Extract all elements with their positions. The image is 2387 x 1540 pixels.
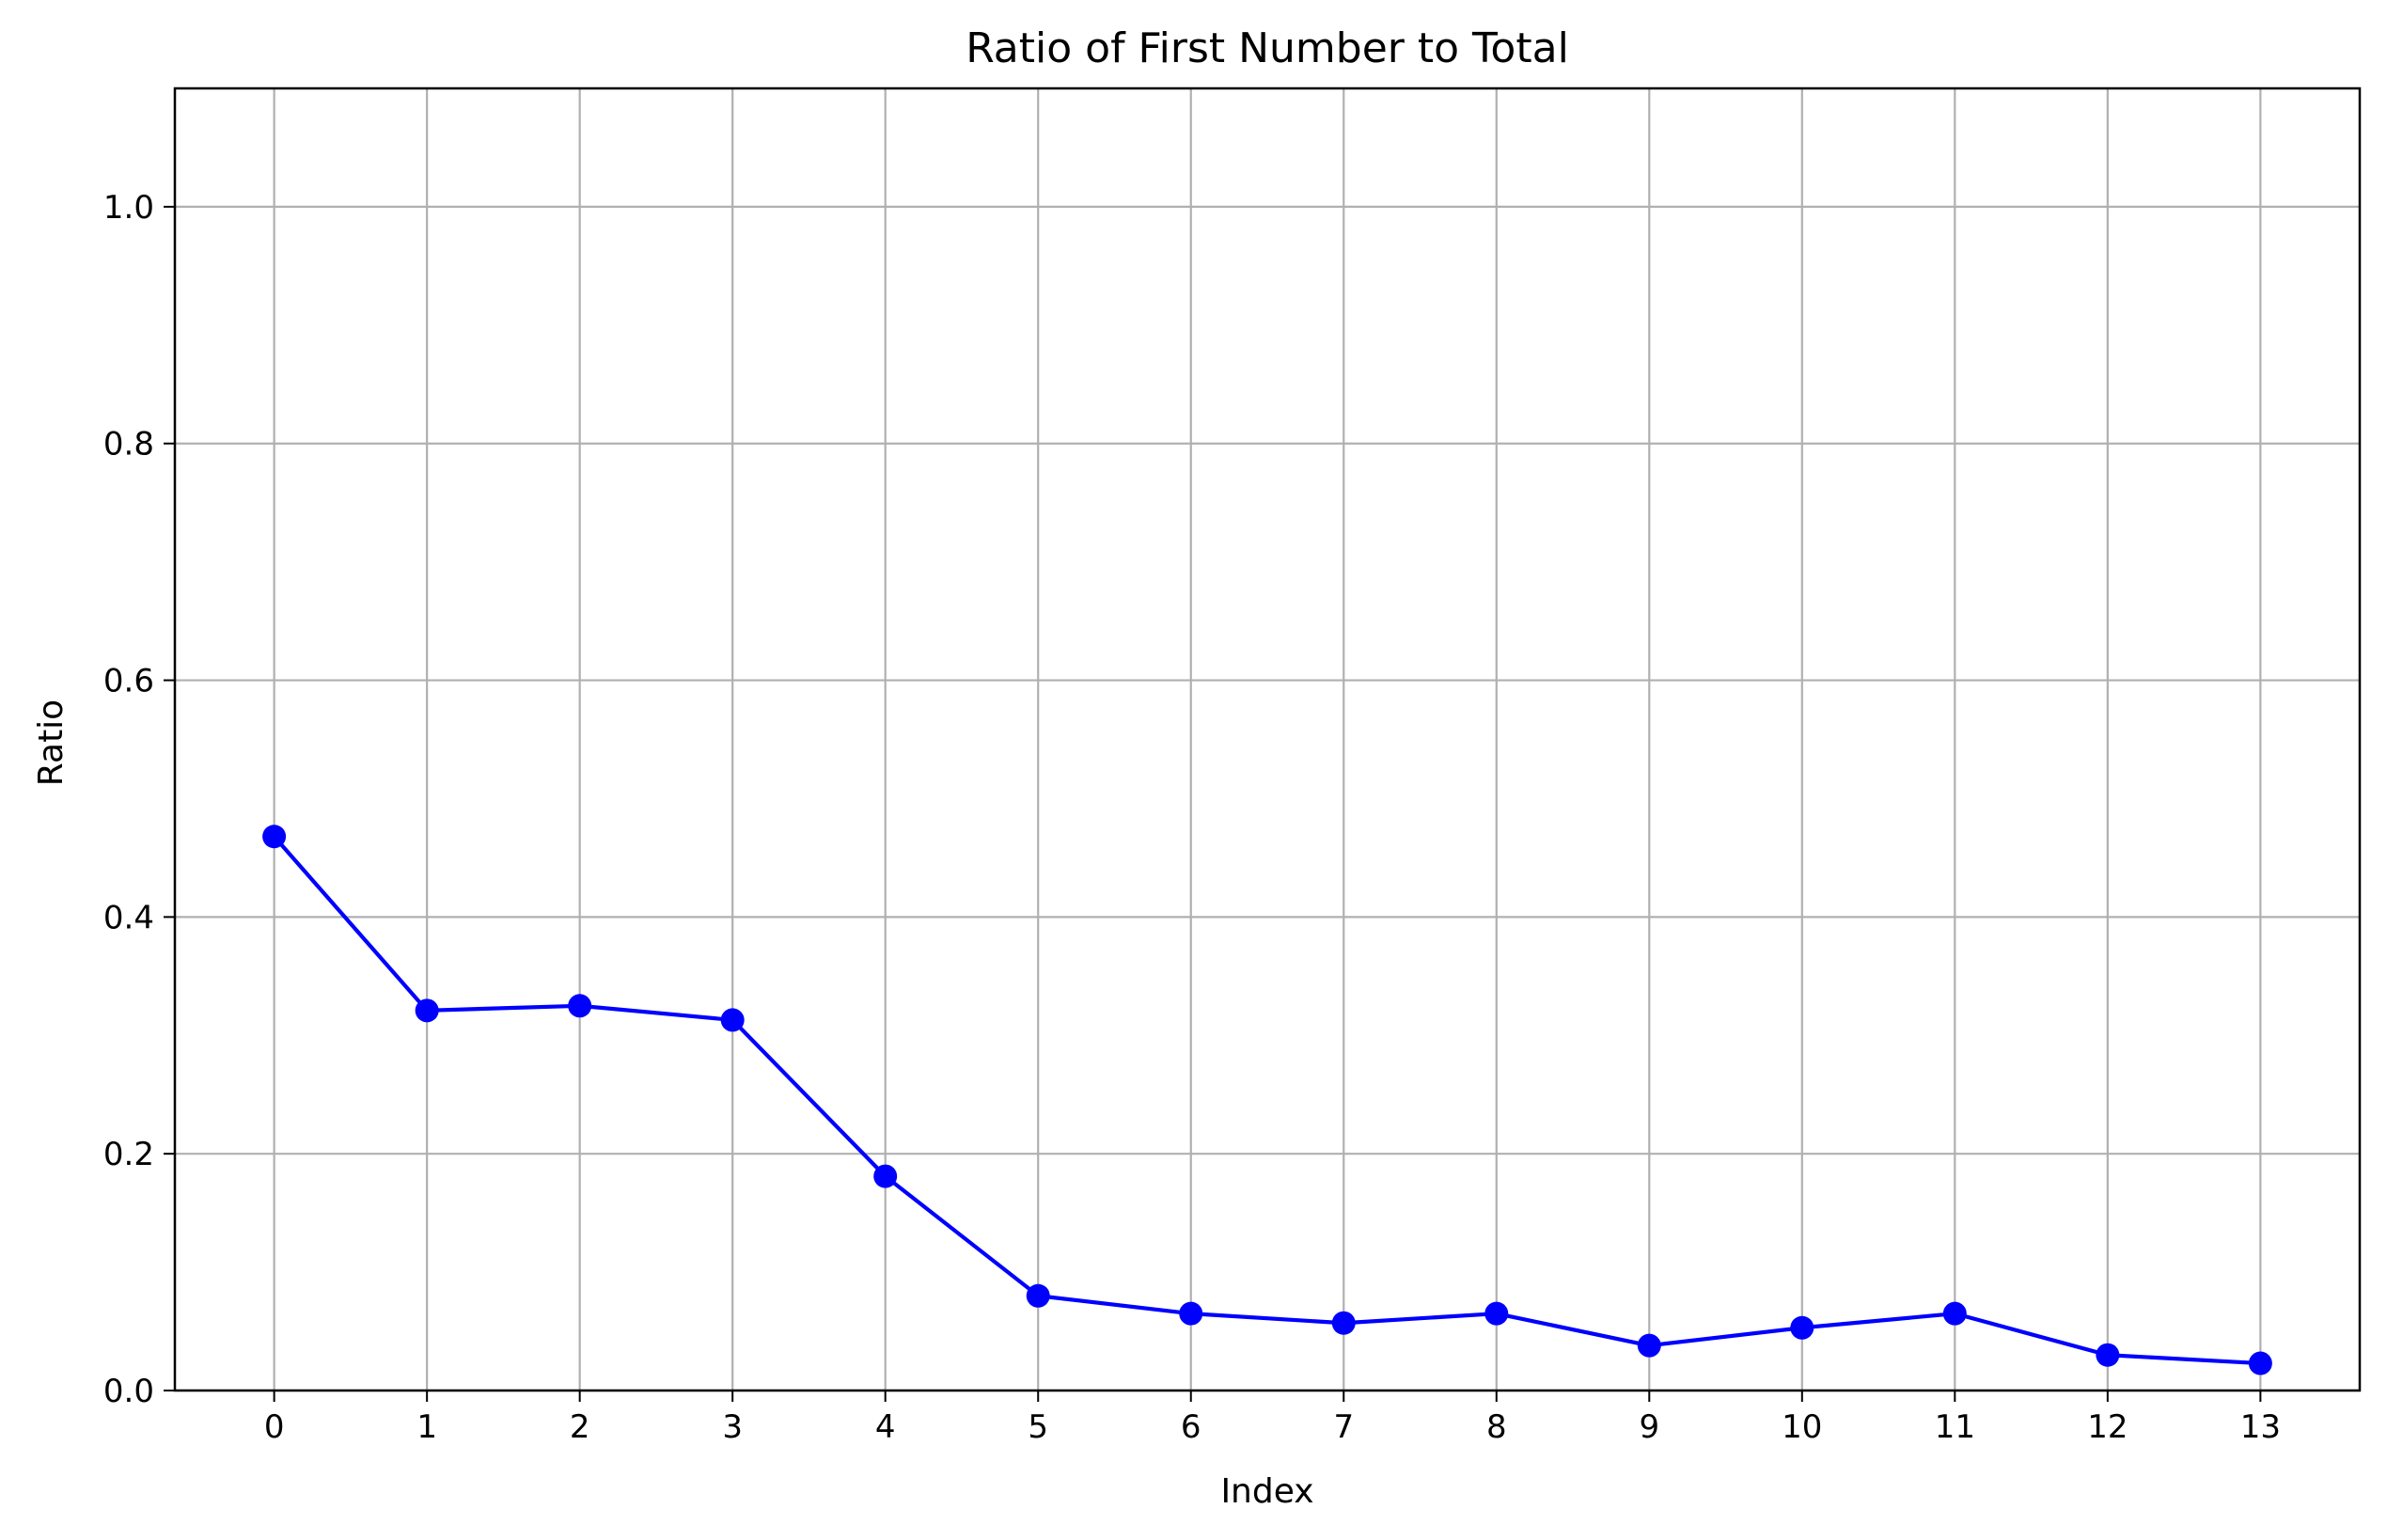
series-ratio: [262, 825, 2272, 1375]
x-tick-label: 11: [1935, 1408, 1975, 1446]
data-point: [720, 1008, 745, 1032]
data-point: [2248, 1351, 2272, 1375]
data-point: [1484, 1301, 1509, 1326]
x-tick-label: 0: [264, 1408, 285, 1446]
y-tick-label: 0.4: [103, 899, 154, 936]
x-tick-label: 5: [1028, 1408, 1048, 1446]
data-point: [415, 998, 439, 1023]
x-tick-label: 13: [2240, 1408, 2281, 1446]
y-tick-label: 0.8: [103, 426, 154, 464]
y-tick-label: 0.0: [103, 1373, 154, 1410]
y-tick-label: 1.0: [103, 189, 154, 227]
x-tick-label: 9: [1639, 1408, 1659, 1446]
series-line: [273, 835, 2261, 1366]
data-point: [873, 1164, 898, 1188]
x-tick-label: 2: [570, 1408, 590, 1446]
x-tick-label: 8: [1486, 1408, 1507, 1446]
plot-frame: [173, 86, 2362, 1392]
data-point: [1637, 1333, 1661, 1358]
data-point: [1331, 1311, 1356, 1335]
x-tick-label: 3: [722, 1408, 743, 1446]
x-tick-label: 7: [1333, 1408, 1354, 1446]
y-tick-label: 0.2: [103, 1136, 154, 1173]
x-tick-label: 12: [2087, 1408, 2128, 1446]
x-tick-label: 10: [1782, 1408, 1822, 1446]
data-point: [2096, 1343, 2120, 1367]
x-tick-label: 4: [875, 1408, 896, 1446]
data-point: [1179, 1301, 1203, 1326]
data-point: [262, 825, 287, 849]
data-point: [1026, 1283, 1050, 1308]
x-tick-label: 6: [1181, 1408, 1201, 1446]
data-point: [1790, 1315, 1814, 1340]
data-point: [1942, 1301, 1967, 1326]
y-tick-label: 0.6: [103, 663, 154, 700]
x-tick-label: 1: [416, 1408, 437, 1446]
x-axis-label: Index: [1220, 1472, 1313, 1511]
data-point: [568, 994, 592, 1018]
axes: 0 1 2 3 4 5 6 7 8 9 10 11 12 130.00.20.40.60.81.0: [103, 189, 2281, 1446]
y-axis-label: Ratio: [32, 699, 71, 786]
chart-title: Ratio of First Number to Total: [966, 24, 1569, 72]
